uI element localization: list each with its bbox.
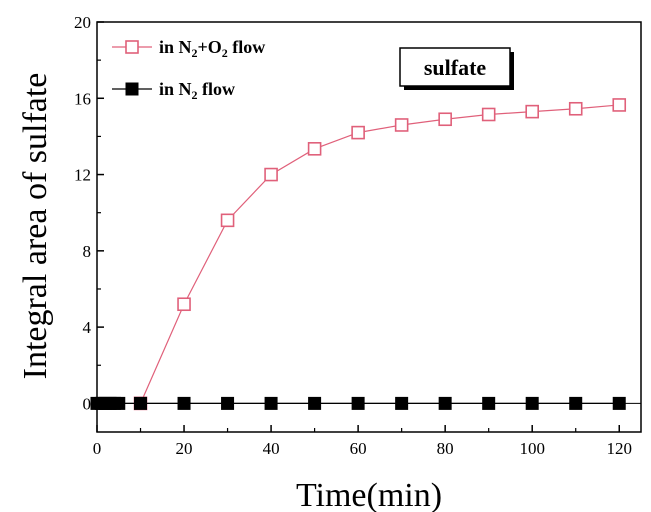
x-tick-label: 40	[263, 439, 280, 458]
y-tick-label: 4	[83, 318, 92, 337]
legend-label-part: +O	[198, 37, 222, 57]
data-point-open-square	[307, 142, 322, 156]
x-tick-label: 120	[606, 439, 632, 458]
data-point-open-square	[612, 98, 627, 112]
legend-label: in N2+O2 flow	[159, 37, 265, 60]
legend-label-part: 2	[192, 46, 198, 60]
x-tick-label: 20	[176, 439, 193, 458]
annotation-label: sulfate	[424, 55, 487, 80]
x-tick-label: 0	[93, 439, 102, 458]
y-axis-title: Integral area of sulfate	[17, 73, 54, 380]
x-tick-label: 60	[350, 439, 367, 458]
y-tick-label: 0	[83, 394, 92, 413]
data-point-open-square	[438, 112, 452, 127]
y-tick-label: 16	[74, 89, 91, 108]
data-point-filled-square	[525, 396, 539, 410]
x-axis-title: Time(min)	[296, 477, 442, 512]
legend-label-part: 2	[222, 46, 228, 60]
legend-label-part: flow	[228, 37, 266, 57]
data-point-filled-square	[569, 396, 583, 410]
data-point-filled-square	[264, 396, 278, 410]
legend-label-part: in N	[159, 79, 192, 99]
data-point-open-square	[125, 40, 139, 54]
legend-label-part: flow	[198, 79, 236, 99]
series-2	[90, 396, 626, 410]
data-point-open-square	[568, 101, 583, 116]
data-point-open-square	[264, 167, 278, 182]
legend-label: in N2 flow	[159, 79, 235, 102]
plot-frame	[96, 21, 642, 433]
y-tick-label: 12	[74, 166, 91, 185]
series-1	[133, 98, 627, 411]
data-point-filled-square	[482, 396, 496, 410]
y-tick-label: 8	[83, 242, 92, 261]
data-point-open-square	[351, 125, 365, 140]
legend-entry-1: in N2+O2 flow	[112, 37, 265, 60]
sulfate-annotation: sulfate	[399, 47, 514, 90]
data-point-open-square	[481, 107, 496, 122]
data-point-filled-square	[438, 396, 452, 410]
legend-label-part: 2	[192, 88, 198, 102]
data-point-filled-square	[395, 396, 409, 410]
data-point-open-square	[177, 297, 191, 312]
x-tick-label: 100	[519, 439, 545, 458]
data-point-filled-square	[125, 82, 139, 96]
data-point-open-square	[220, 213, 235, 228]
data-point-filled-square	[612, 396, 626, 410]
legend-label-part: in N	[159, 37, 192, 57]
series-line	[139, 104, 620, 404]
data-point-filled-square	[308, 396, 322, 410]
data-point-open-square	[525, 104, 540, 119]
legend-entry-2: in N2 flow	[112, 79, 235, 102]
y-tick-label: 20	[74, 13, 91, 32]
x-tick-label: 80	[437, 439, 454, 458]
data-point-filled-square	[351, 396, 365, 410]
data-point-filled-square	[112, 396, 126, 410]
data-point-open-square	[394, 118, 409, 132]
data-point-filled-square	[134, 396, 148, 410]
data-point-filled-square	[221, 396, 235, 410]
annotation-box	[399, 47, 511, 87]
data-point-filled-square	[177, 396, 191, 410]
